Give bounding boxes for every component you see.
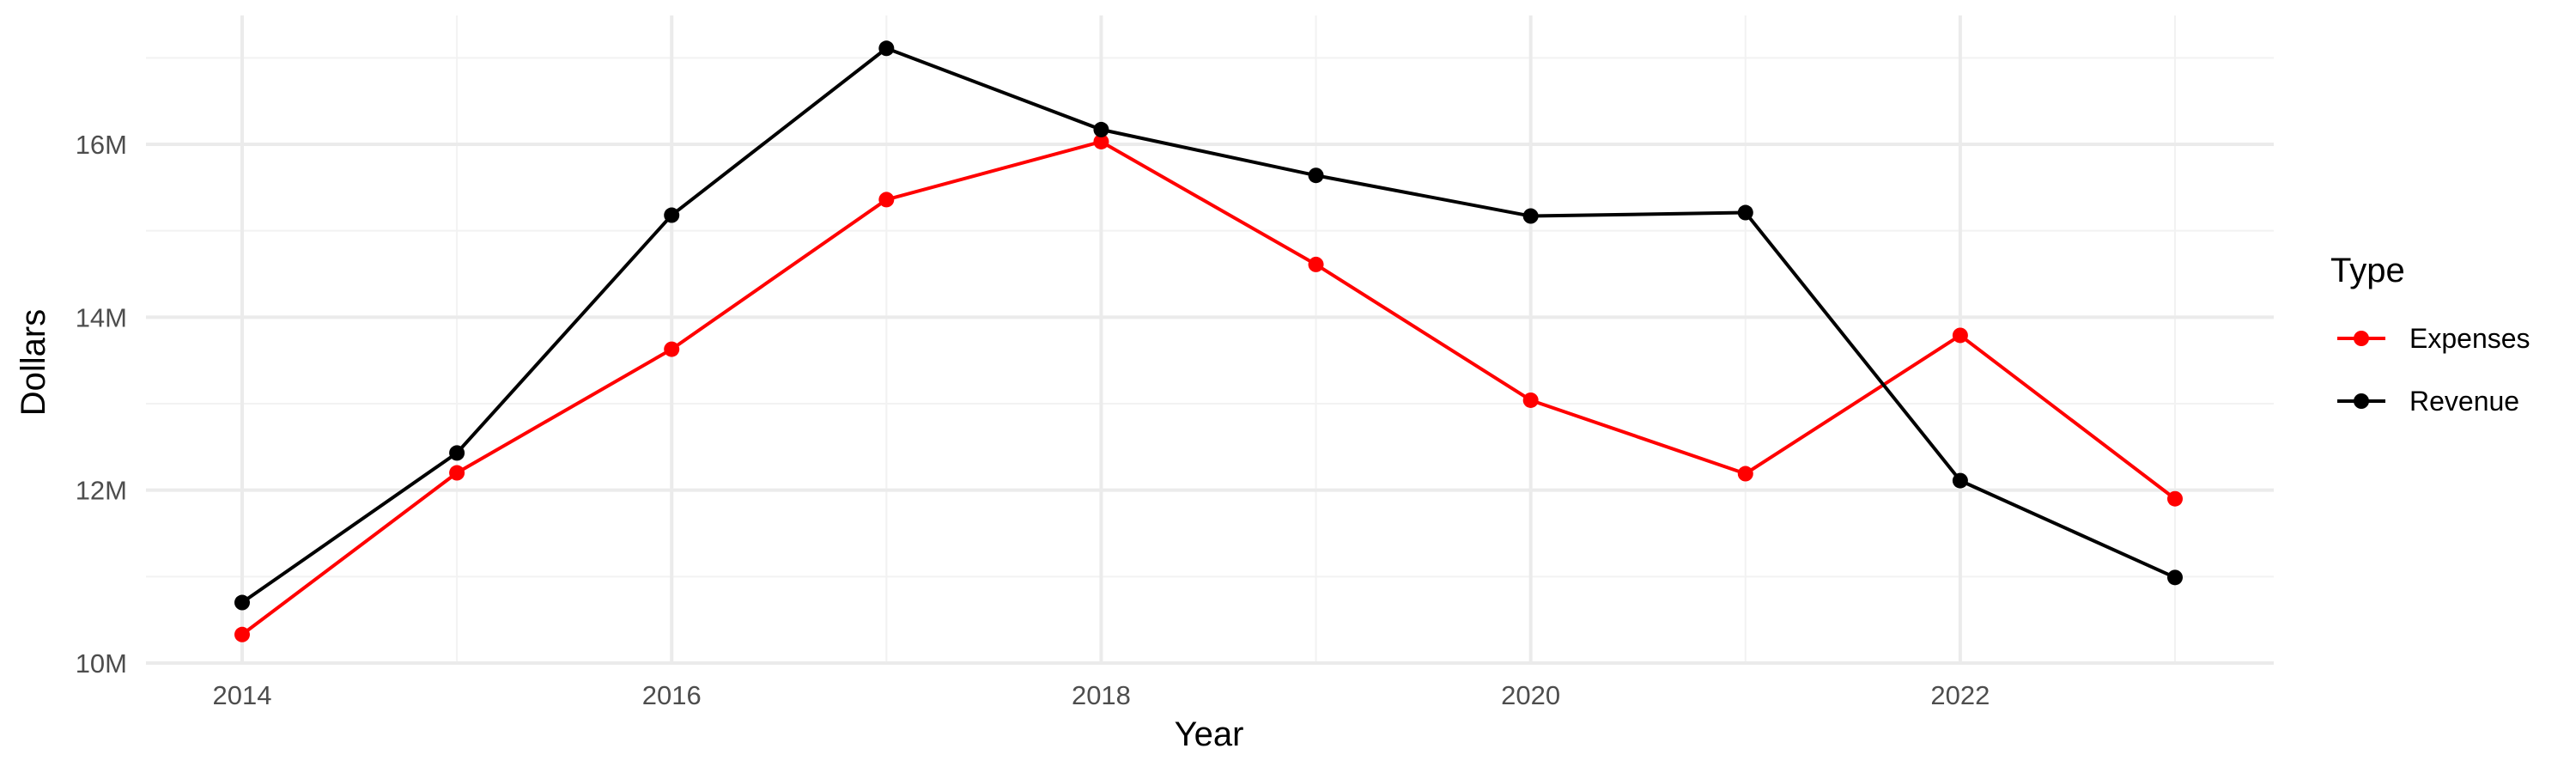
expenses-line — [240, 139, 2177, 636]
expenses-point — [449, 465, 465, 481]
expenses-point — [1308, 256, 1324, 272]
revenue-point — [1952, 472, 1968, 489]
y-tick-label: 12M — [76, 476, 127, 506]
x-axis-tick-labels: 2014 2016 2018 2020 2022 — [213, 680, 1990, 710]
revenue-point — [449, 445, 465, 461]
expenses-point — [878, 192, 895, 208]
expenses-point — [1093, 133, 1109, 149]
legend-label: Revenue — [2409, 386, 2519, 417]
y-tick-label: 16M — [76, 130, 127, 160]
y-tick-label: 10M — [76, 648, 127, 679]
revenue-point — [234, 594, 250, 611]
revenue-point — [1737, 204, 1753, 221]
legend-title: Type — [2330, 252, 2405, 289]
expenses-point — [1737, 466, 1753, 482]
series-revenue — [234, 40, 2183, 611]
x-tick-label: 2016 — [642, 680, 702, 710]
legend-items: Expenses Revenue — [2337, 323, 2530, 417]
revenue-point — [1308, 167, 1324, 184]
x-tick-label: 2018 — [1072, 680, 1131, 710]
legend-label: Expenses — [2409, 323, 2530, 354]
legend: Type Expenses Revenue — [2330, 252, 2530, 417]
revenue-point — [1522, 208, 1539, 224]
revenue-point — [2167, 569, 2183, 586]
expenses-point — [234, 626, 250, 642]
series-layer — [234, 40, 2183, 642]
revenue-point — [878, 40, 895, 57]
revenue-line — [240, 46, 2176, 605]
expenses-point — [664, 341, 680, 357]
legend-key-point — [2354, 393, 2369, 409]
revenue-point — [664, 207, 680, 223]
revenue-point — [1093, 121, 1109, 137]
expenses-point — [1952, 327, 1968, 344]
expenses-point — [2167, 490, 2183, 507]
y-axis-title: Dollars — [15, 309, 52, 416]
expenses-point — [1522, 392, 1539, 408]
series-expenses — [234, 133, 2183, 642]
x-tick-label: 2022 — [1930, 680, 1990, 710]
legend-item-revenue: Revenue — [2337, 386, 2519, 417]
y-tick-label: 14M — [76, 302, 127, 332]
x-tick-label: 2014 — [213, 680, 272, 710]
x-tick-label: 2020 — [1501, 680, 1560, 710]
x-axis-title: Year — [1175, 715, 1244, 753]
legend-item-expenses: Expenses — [2337, 323, 2530, 354]
y-axis-tick-labels: 10M 12M 14M 16M — [76, 130, 127, 679]
legend-key-point — [2354, 331, 2369, 346]
